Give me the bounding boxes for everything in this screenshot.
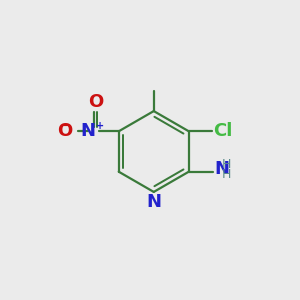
Text: +: + [95,121,104,131]
Text: O: O [57,122,72,140]
Text: N: N [215,160,230,178]
Text: H: H [221,168,231,181]
Text: N: N [81,122,96,140]
Text: −: − [61,120,71,133]
Text: N: N [146,193,161,211]
Text: O: O [88,93,103,111]
Text: H: H [221,158,231,171]
Text: Cl: Cl [213,122,233,140]
